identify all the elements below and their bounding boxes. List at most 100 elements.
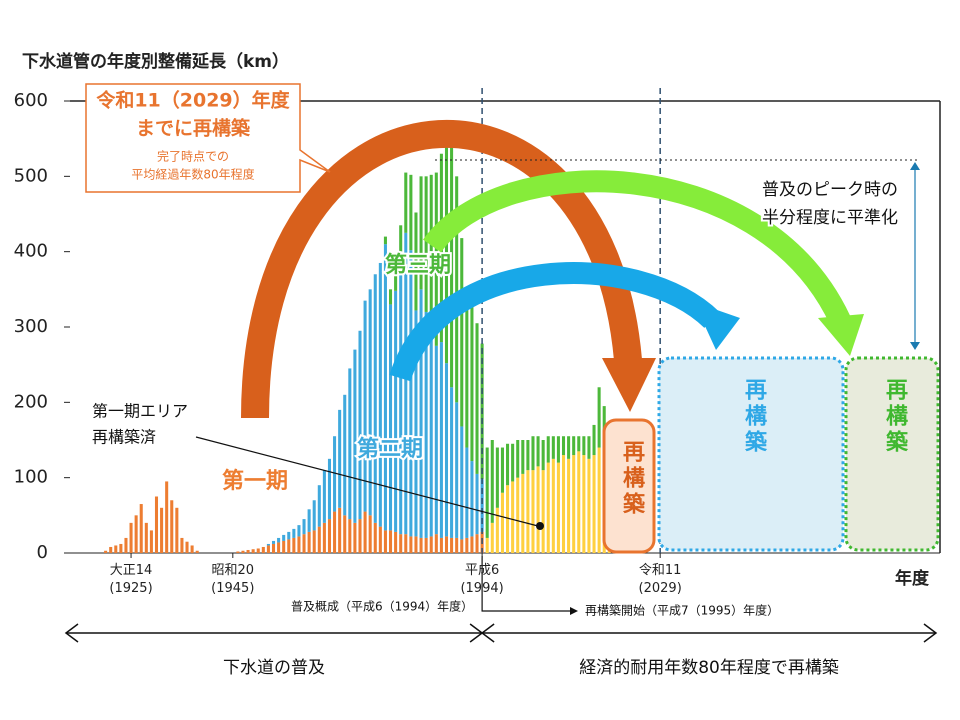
bar (170, 500, 174, 553)
bar (312, 530, 316, 553)
bar (378, 526, 382, 553)
bar (414, 310, 418, 537)
bar (434, 534, 438, 553)
bar (251, 549, 255, 553)
bar (287, 539, 291, 553)
bar (256, 548, 260, 553)
arrow-head (910, 162, 920, 170)
bar (317, 526, 321, 553)
bar (114, 545, 118, 553)
bar (358, 519, 362, 553)
bar (165, 481, 169, 553)
bar (419, 537, 423, 553)
bar (460, 426, 464, 540)
bar (470, 461, 474, 537)
bar (190, 545, 194, 553)
bar (144, 522, 148, 553)
bar (556, 436, 560, 463)
bar (460, 238, 464, 427)
bar (414, 212, 418, 311)
milestone: 再構築開始（平成7（1995）年度） (585, 603, 779, 618)
y-tick-label: 300 (14, 316, 48, 337)
arrow-head (570, 607, 578, 615)
bar (322, 470, 326, 523)
bar (333, 511, 337, 553)
bar (383, 244, 387, 531)
bar (292, 528, 296, 538)
bar (363, 511, 367, 553)
era-label: 経済的耐用年数80年程度で再構築 (579, 658, 839, 678)
bar (444, 536, 449, 553)
bar (521, 473, 525, 553)
bar (399, 225, 403, 271)
bar (185, 541, 189, 553)
bar (450, 387, 454, 538)
bar (526, 470, 530, 553)
bar (109, 546, 113, 553)
x-tick-label: 大正14 (1925) (109, 563, 153, 596)
bar (246, 549, 250, 553)
bar (592, 424, 596, 456)
bar (541, 440, 545, 471)
arrow (423, 170, 850, 325)
bar (495, 507, 499, 553)
bar (180, 537, 184, 553)
bar (541, 470, 545, 553)
bar (572, 455, 576, 553)
bar (556, 462, 560, 553)
bar (343, 394, 347, 516)
bar (409, 250, 413, 537)
bar (444, 363, 449, 537)
bar (266, 545, 270, 553)
bar (450, 537, 454, 553)
era-arrow-head (923, 623, 938, 643)
area-note: 第一期エリア (92, 402, 188, 421)
callout-box (85, 83, 331, 193)
y-tick-label: 100 (14, 467, 48, 488)
bar (475, 473, 479, 535)
bar (465, 296, 469, 448)
arrow-head (602, 358, 656, 412)
bar (455, 176, 459, 403)
arrow (241, 120, 642, 419)
bar (312, 500, 316, 531)
x-tick-label: 平成6 (1994) (460, 563, 504, 596)
bar (490, 440, 494, 523)
bar (322, 522, 326, 553)
bar (587, 458, 591, 553)
bar (383, 530, 387, 553)
era-arrow-head (64, 623, 79, 643)
bar (419, 176, 423, 290)
bar (567, 458, 571, 553)
bar (389, 304, 393, 531)
bar (353, 349, 357, 523)
bar (236, 551, 240, 553)
rebuild-label: 再構築 (741, 378, 766, 456)
bar (394, 260, 398, 291)
bar (419, 289, 423, 538)
x-axis-label: 年度 (895, 569, 929, 589)
bar (154, 496, 159, 553)
bar (343, 515, 347, 553)
bar (470, 536, 474, 553)
bar (378, 262, 382, 527)
bar (465, 537, 469, 553)
bar (490, 522, 494, 553)
bar (389, 530, 393, 553)
bar (424, 176, 428, 312)
bar (119, 543, 123, 553)
milestone-arrow (481, 556, 570, 612)
bar (394, 531, 398, 553)
bar (485, 537, 489, 553)
bar (434, 172, 438, 346)
leveling-note: 普及のピーク時の (762, 180, 898, 200)
bar (134, 515, 138, 553)
bar (526, 440, 530, 471)
bar (175, 507, 179, 553)
bar (317, 485, 321, 527)
bar (399, 270, 403, 535)
callout-note: 完了時点での (157, 149, 229, 164)
bar (429, 536, 433, 553)
bar (277, 537, 281, 543)
